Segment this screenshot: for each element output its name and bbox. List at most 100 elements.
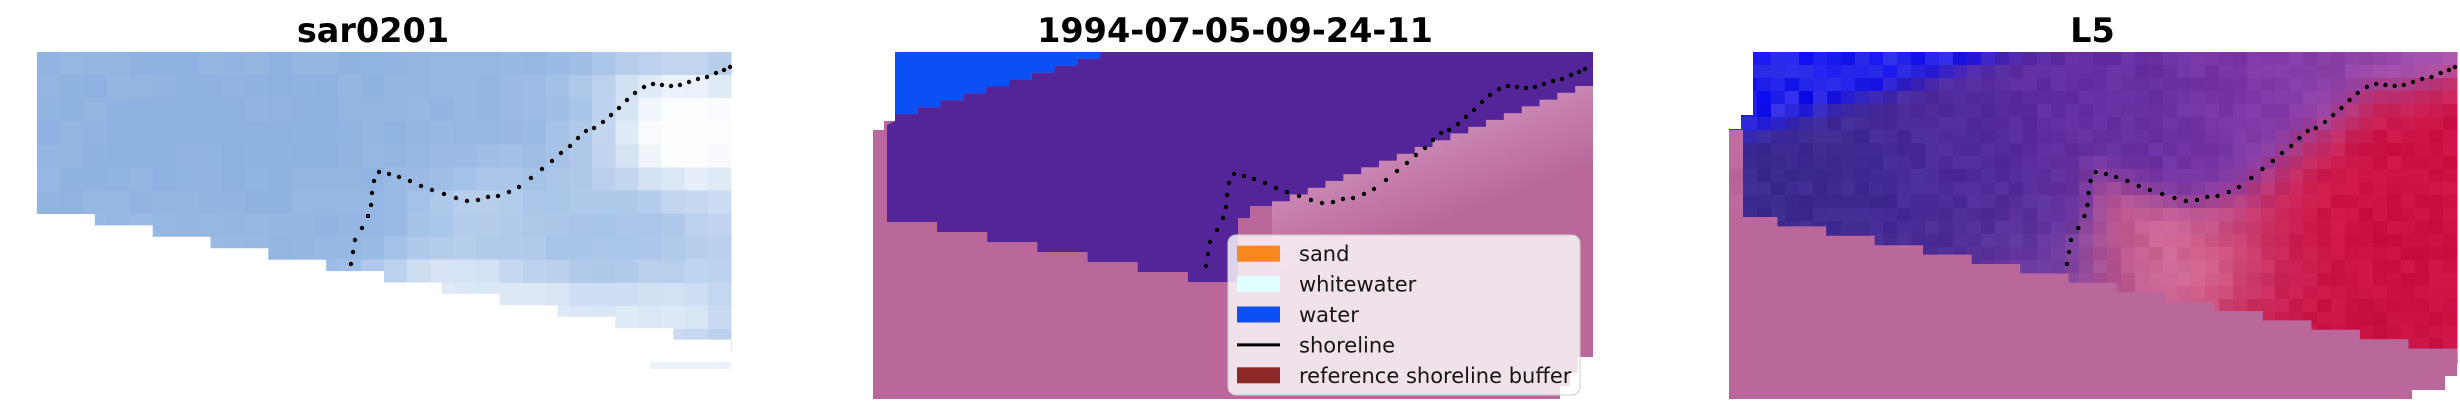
shape	[1911, 104, 1926, 118]
shape	[2289, 286, 2304, 300]
shape	[1841, 156, 1856, 170]
shape	[569, 121, 593, 145]
shoreline-dot	[516, 184, 522, 190]
shape	[569, 144, 593, 169]
shape	[2275, 91, 2290, 105]
shape	[2205, 169, 2220, 183]
shape	[1799, 156, 1814, 170]
shape	[1897, 143, 1912, 157]
shape	[2359, 91, 2374, 105]
shape	[2107, 156, 2122, 170]
shape	[2149, 234, 2164, 248]
shape	[2303, 221, 2318, 235]
shape	[2415, 78, 2430, 92]
shoreline-dot	[359, 225, 365, 231]
shape	[1967, 221, 1982, 235]
shape	[1967, 104, 1982, 118]
shape	[2429, 195, 2444, 209]
shape	[268, 167, 293, 192]
shape	[360, 236, 385, 261]
legend-patch-swatch	[1237, 367, 1280, 384]
shape	[2177, 91, 2192, 105]
shoreline-dot	[1532, 84, 1538, 90]
shape	[2373, 221, 2388, 235]
shape	[2219, 260, 2234, 274]
shape	[314, 75, 339, 99]
shape	[1897, 156, 1912, 170]
shape	[2443, 299, 2458, 313]
shape	[2191, 234, 2206, 248]
shape	[1995, 169, 2010, 183]
shape	[2051, 260, 2066, 274]
shape	[661, 190, 686, 215]
shape	[1841, 104, 1856, 118]
shape	[2009, 247, 2024, 261]
shoreline-dot	[2289, 143, 2294, 149]
shape	[453, 121, 478, 145]
shape	[1841, 169, 1856, 183]
shape	[2373, 130, 2388, 144]
shape	[1939, 195, 1954, 209]
shape	[1827, 117, 1842, 131]
shape	[2261, 182, 2276, 196]
shoreline-dot	[1479, 99, 1485, 105]
shape	[2345, 65, 2360, 79]
shape	[476, 75, 501, 99]
shape	[615, 259, 640, 284]
shape	[2149, 52, 2164, 66]
shape	[2135, 234, 2150, 248]
shape	[2317, 78, 2332, 92]
shoreline-dot	[1404, 160, 1410, 166]
shape	[2233, 143, 2248, 157]
shape	[2121, 78, 2136, 92]
shape	[476, 213, 501, 238]
shape	[1967, 182, 1982, 196]
shape	[1939, 221, 1954, 235]
shape	[684, 236, 709, 261]
shape	[1827, 78, 1842, 92]
shape	[592, 213, 616, 238]
shape	[1953, 117, 1968, 131]
shape	[1939, 91, 1954, 105]
shoreline-dot	[1430, 137, 1436, 143]
shape	[2443, 273, 2458, 287]
shape	[569, 98, 593, 122]
shape	[2037, 208, 2052, 222]
shape	[291, 121, 316, 145]
shape	[522, 236, 547, 261]
shape	[337, 75, 362, 99]
shape	[2415, 312, 2430, 326]
shape	[314, 213, 339, 238]
shape	[1841, 208, 1856, 222]
shape	[2191, 78, 2206, 92]
shape	[2107, 247, 2122, 261]
shape	[2121, 182, 2136, 196]
shape	[2037, 221, 2052, 235]
shape	[684, 167, 709, 192]
shape	[430, 167, 455, 192]
shape	[222, 190, 246, 215]
shape	[2429, 221, 2444, 235]
shape	[2289, 234, 2304, 248]
shape	[2051, 221, 2066, 235]
shape	[1785, 65, 1800, 79]
shape	[2065, 247, 2080, 261]
shape	[2261, 195, 2276, 209]
shape	[1771, 195, 1786, 209]
shape	[2023, 91, 2038, 105]
shape	[2443, 312, 2458, 326]
shape	[60, 167, 84, 192]
shape	[499, 282, 524, 307]
shape	[2051, 91, 2066, 105]
shoreline-dot	[365, 213, 371, 219]
shoreline-dot	[1296, 193, 1302, 199]
shape	[1841, 52, 1856, 66]
shape	[1897, 91, 1912, 105]
shape	[2373, 312, 2388, 326]
shape	[2177, 247, 2192, 261]
shape	[2331, 234, 2346, 248]
shape	[615, 75, 640, 99]
shape	[2345, 312, 2360, 326]
shape	[2163, 182, 2178, 196]
